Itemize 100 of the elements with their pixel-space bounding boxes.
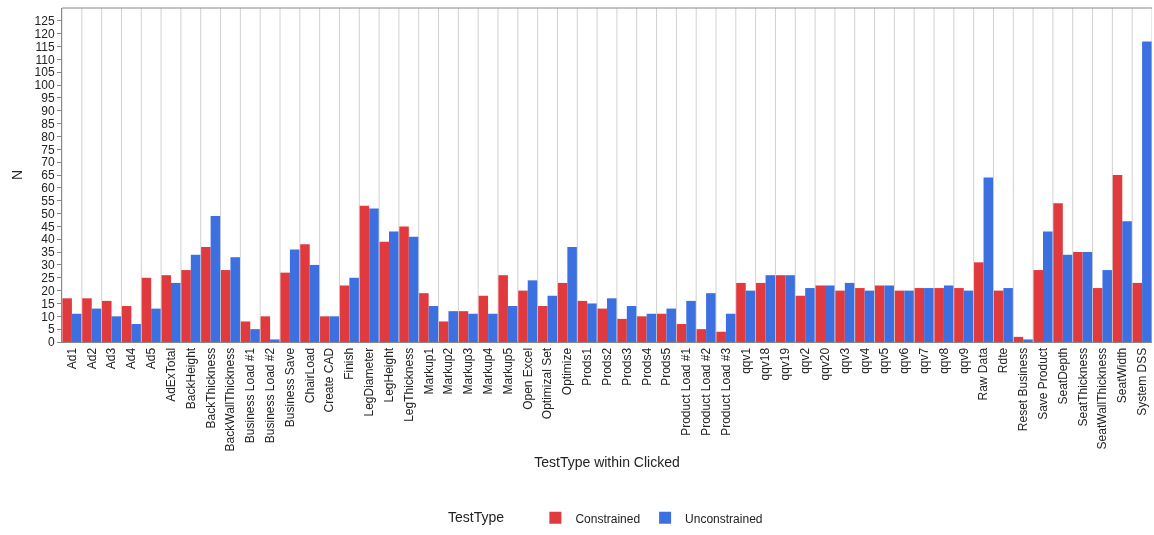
bar xyxy=(904,290,914,342)
x-tick-label: Business Load #1 xyxy=(243,347,258,444)
bar xyxy=(399,226,409,342)
bar xyxy=(71,313,82,342)
x-tick-label: Open Excel xyxy=(520,347,535,410)
x-tick-label: Finish xyxy=(342,347,357,380)
bar xyxy=(270,339,280,342)
x-tick-label: LegDiameter xyxy=(362,347,377,417)
bar xyxy=(587,303,597,342)
y-tick-label: 10 xyxy=(41,309,55,324)
x-tick-label: Business Save xyxy=(282,347,297,428)
x-tick-label: qqv1 xyxy=(738,347,753,374)
bar xyxy=(408,236,419,342)
bar xyxy=(131,324,141,342)
x-tick-label: System DSS xyxy=(1134,347,1149,416)
bar xyxy=(309,264,320,342)
legend-label: Constrained xyxy=(575,511,641,526)
bar xyxy=(1112,175,1123,342)
bar xyxy=(815,285,825,342)
bar xyxy=(91,308,102,342)
x-tick-label: AdExTotal xyxy=(163,347,178,402)
y-tick-label: 55 xyxy=(41,193,55,208)
x-axis-title: TestType within Clicked xyxy=(534,453,680,470)
x-tick-label: Product Load #3 xyxy=(718,347,733,436)
bar xyxy=(974,262,984,342)
bar xyxy=(190,254,201,342)
bar xyxy=(1082,252,1093,342)
bar xyxy=(864,290,875,342)
bar xyxy=(844,282,855,342)
x-tick-label: SeatThickness xyxy=(1075,347,1090,427)
bar xyxy=(646,313,657,342)
y-tick-label: 125 xyxy=(34,14,55,29)
bar xyxy=(181,270,191,342)
x-tick-label: qqv2 xyxy=(798,347,813,374)
bar xyxy=(438,321,449,342)
bar xyxy=(1142,41,1152,342)
bar xyxy=(954,288,964,342)
x-tick-label: qqv6 xyxy=(897,347,912,374)
x-tick-label: Markup4 xyxy=(480,347,495,395)
y-tick-label: 40 xyxy=(41,232,55,247)
y-tick-label: 80 xyxy=(41,129,55,144)
bar xyxy=(963,290,974,342)
bar xyxy=(1053,203,1063,342)
bar xyxy=(527,280,538,342)
bar xyxy=(289,249,300,342)
bar xyxy=(597,308,607,342)
x-tick-label: qqv9 xyxy=(956,347,971,374)
x-tick-label: Prods4 xyxy=(639,347,654,386)
bar xyxy=(220,270,231,342)
x-tick-label: Prods5 xyxy=(659,347,674,386)
x-tick-label: Save Product xyxy=(1035,347,1050,420)
bar xyxy=(637,316,647,342)
y-tick-label: 5 xyxy=(47,322,55,337)
bar xyxy=(141,277,152,342)
bar xyxy=(428,306,439,342)
bar xyxy=(676,324,687,342)
bar xyxy=(626,306,637,342)
bar xyxy=(518,290,528,342)
bar xyxy=(151,308,161,342)
x-tick-label: Optimizal Set xyxy=(540,347,555,420)
y-tick-label: 35 xyxy=(41,245,55,260)
bar xyxy=(280,272,290,342)
bar xyxy=(756,282,766,342)
bar xyxy=(825,285,835,342)
x-tick-label: qqv20 xyxy=(817,347,832,381)
bar xyxy=(924,288,934,342)
bar xyxy=(161,275,171,342)
bar xyxy=(538,306,548,342)
bar xyxy=(835,290,845,342)
bar xyxy=(478,295,489,342)
y-tick-label: 65 xyxy=(41,168,55,183)
bar xyxy=(617,318,627,342)
y-tick-label: 70 xyxy=(41,155,55,170)
bar xyxy=(1073,252,1083,342)
bar xyxy=(389,231,399,342)
bar xyxy=(1132,282,1143,342)
x-tick-label: qqv8 xyxy=(936,347,951,374)
bar xyxy=(102,300,112,342)
bar xyxy=(706,293,716,342)
bar xyxy=(1122,221,1132,342)
x-tick-label: qqv7 xyxy=(916,347,931,374)
x-tick-label: Product Load #2 xyxy=(698,347,713,436)
x-tick-label: Raw Data xyxy=(976,347,991,401)
x-tick-label: BackWallThickness xyxy=(223,347,238,452)
bar xyxy=(607,298,617,342)
x-tick-label: qqv19 xyxy=(778,347,793,381)
legend-title: TestType xyxy=(448,508,528,525)
x-tick-label: SeatWallThickness xyxy=(1095,347,1110,450)
bar xyxy=(716,331,726,342)
y-tick-label: 20 xyxy=(41,283,55,298)
bar xyxy=(983,177,994,342)
bar xyxy=(1013,336,1024,342)
bar xyxy=(1102,270,1112,342)
bar xyxy=(240,321,251,342)
bar xyxy=(230,257,240,342)
bar xyxy=(1043,231,1053,342)
y-tick-label: 100 xyxy=(34,78,55,93)
bar xyxy=(547,295,558,342)
x-tick-label: Markup5 xyxy=(500,347,515,395)
bar xyxy=(468,313,478,342)
